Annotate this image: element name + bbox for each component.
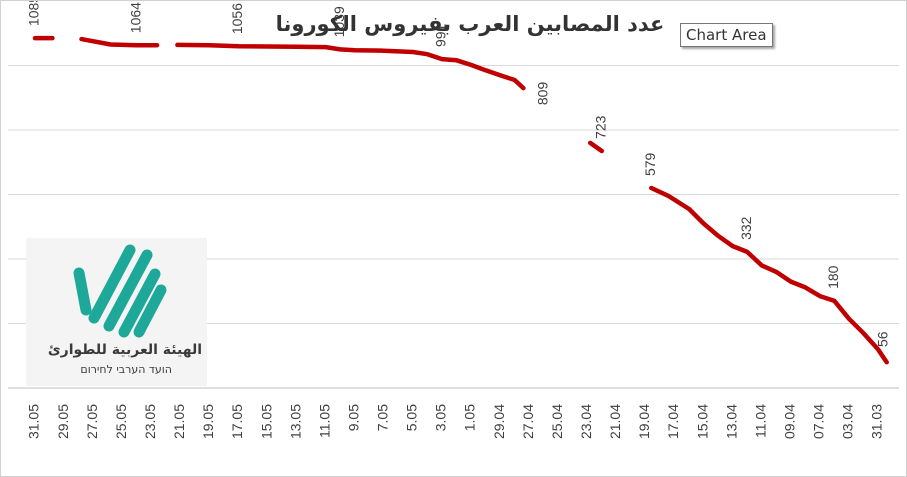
- x-tick-label: 5.05: [404, 404, 420, 431]
- x-tick-label: 17.05: [229, 404, 245, 439]
- x-tick-label: 25.05: [113, 404, 129, 439]
- x-tick-label: 19.04: [636, 404, 652, 439]
- data-label: 579: [642, 152, 658, 176]
- x-tick-label: 15.05: [258, 404, 274, 439]
- x-tick-label: 17.04: [665, 404, 681, 439]
- logo-stripe: [118, 268, 161, 338]
- data-label: 180: [825, 265, 841, 289]
- x-tick-label: 15.04: [694, 404, 710, 439]
- data-label: 332: [738, 216, 754, 240]
- x-tick-label: 21.05: [171, 404, 187, 439]
- chart-title: عدد المصابين العرب بفيروس الكورونا: [275, 12, 665, 36]
- logo-stripe: [88, 244, 136, 324]
- data-label: 809: [534, 82, 550, 106]
- logo-org-name: الهيئة العربية للطوارئ: [47, 342, 202, 358]
- logo-stripe: [133, 284, 167, 338]
- x-tick-label: 31.03: [869, 404, 885, 439]
- data-label: 991: [433, 23, 449, 47]
- x-tick-label: 11.05: [316, 404, 332, 438]
- logo-stripes-icon: [73, 244, 167, 338]
- series-line-segment[interactable]: [175, 42, 526, 91]
- x-tick-label: 29.04: [491, 404, 507, 439]
- x-tick-label: 23.05: [142, 404, 158, 439]
- x-tick-label: 19.05: [200, 404, 216, 439]
- data-label: 56: [875, 331, 891, 347]
- series-line-segment[interactable]: [649, 185, 889, 365]
- data-label: 723: [593, 115, 609, 139]
- logo-org-subtitle: הועד הערבי לחירום: [80, 363, 172, 376]
- data-label: 1064: [127, 2, 143, 33]
- series-line-segment[interactable]: [79, 36, 160, 48]
- logo-stripe: [73, 267, 92, 316]
- x-tick-label: 1.05: [462, 404, 478, 431]
- x-tick-label: 27.04: [520, 404, 536, 439]
- x-tick-label: 09.04: [781, 404, 797, 439]
- x-tick-label: 21.04: [607, 404, 623, 439]
- x-tick-label: 31.05: [26, 404, 42, 439]
- logo-stripe: [103, 249, 153, 332]
- x-tick-label: 03.04: [840, 404, 856, 439]
- x-tick-label: 07.04: [811, 404, 827, 439]
- x-tick-label: 9.05: [345, 404, 361, 431]
- data-label: 1085: [26, 1, 42, 26]
- x-tick-label: 29.05: [55, 404, 71, 439]
- x-tick-label: 7.05: [375, 404, 391, 431]
- x-tick-label: 13.05: [287, 404, 303, 439]
- series-line-segment[interactable]: [587, 140, 605, 154]
- data-label: 1039: [331, 6, 347, 37]
- x-tick-label: 25.04: [549, 404, 565, 439]
- x-tick-label: 23.04: [578, 404, 594, 439]
- chart-area-tooltip: Chart Area: [680, 23, 773, 47]
- x-tick-label: 27.05: [84, 404, 100, 439]
- x-tick-label: 11.04: [752, 404, 768, 438]
- x-tick-label: 13.04: [723, 404, 739, 439]
- x-tick-label: 3.05: [433, 404, 449, 431]
- data-label: 1056: [229, 3, 245, 34]
- organization-logo: الهيئة العربية للطوارئ הועד הערבי לחירום: [26, 238, 207, 386]
